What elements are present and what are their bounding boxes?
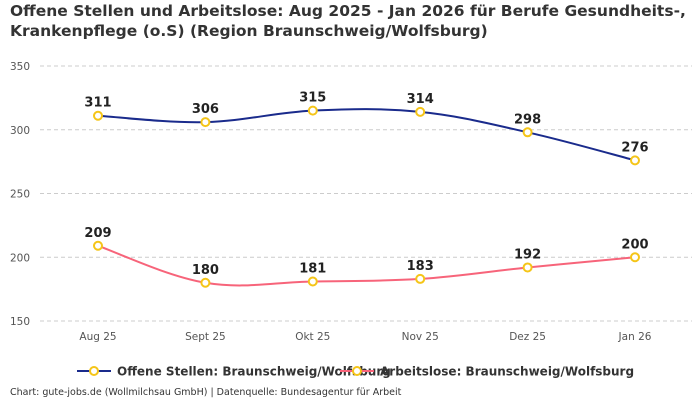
series-line bbox=[97, 108, 636, 162]
x-tick-label: Nov 25 bbox=[402, 331, 439, 343]
data-label: 314 bbox=[407, 92, 434, 107]
y-tick-label: 200 bbox=[10, 252, 30, 264]
x-tick-label: Okt 25 bbox=[295, 331, 330, 343]
data-label: 181 bbox=[299, 261, 326, 276]
legend-marker bbox=[352, 366, 362, 376]
x-tick-label: Aug 25 bbox=[79, 331, 116, 343]
y-tick-label: 150 bbox=[10, 316, 30, 328]
data-label: 183 bbox=[407, 259, 434, 274]
data-point bbox=[522, 262, 533, 273]
data-label: 200 bbox=[621, 237, 648, 252]
x-tick-label: Sept 25 bbox=[185, 331, 226, 343]
data-point bbox=[200, 277, 211, 288]
series-line bbox=[97, 244, 636, 287]
data-point bbox=[200, 117, 211, 128]
data-label: 315 bbox=[299, 91, 326, 106]
data-label: 298 bbox=[514, 112, 541, 127]
data-point bbox=[93, 110, 103, 121]
data-label: 276 bbox=[621, 140, 648, 155]
chart-title: Offene Stellen und Arbeitslose: Aug 2025… bbox=[10, 2, 686, 40]
chart-footer: Chart: gute-jobs.de (Wollmilchsau GmbH) … bbox=[10, 387, 402, 398]
data-point bbox=[630, 252, 640, 263]
data-point bbox=[630, 155, 640, 166]
data-point bbox=[93, 240, 103, 251]
data-point bbox=[307, 105, 318, 116]
y-tick-label: 250 bbox=[10, 189, 30, 201]
data-point bbox=[522, 127, 533, 138]
data-label: 306 bbox=[192, 102, 219, 117]
data-label: 311 bbox=[84, 96, 111, 111]
legend-marker bbox=[89, 366, 99, 376]
data-point bbox=[307, 276, 318, 287]
legend-label: Offene Stellen: Braunschweig/Wolfsburg bbox=[117, 365, 391, 379]
x-tick-label: Jan 26 bbox=[618, 331, 652, 343]
data-point bbox=[415, 106, 426, 117]
legend-label: Arbeitslose: Braunschweig/Wolfsburg bbox=[380, 365, 634, 379]
y-tick-label: 350 bbox=[10, 61, 30, 73]
data-point bbox=[415, 273, 426, 284]
y-tick-label: 300 bbox=[10, 125, 30, 137]
x-tick-label: Dez 25 bbox=[509, 331, 546, 343]
data-label: 180 bbox=[192, 263, 219, 278]
data-label: 209 bbox=[84, 226, 111, 241]
data-label: 192 bbox=[514, 247, 541, 262]
